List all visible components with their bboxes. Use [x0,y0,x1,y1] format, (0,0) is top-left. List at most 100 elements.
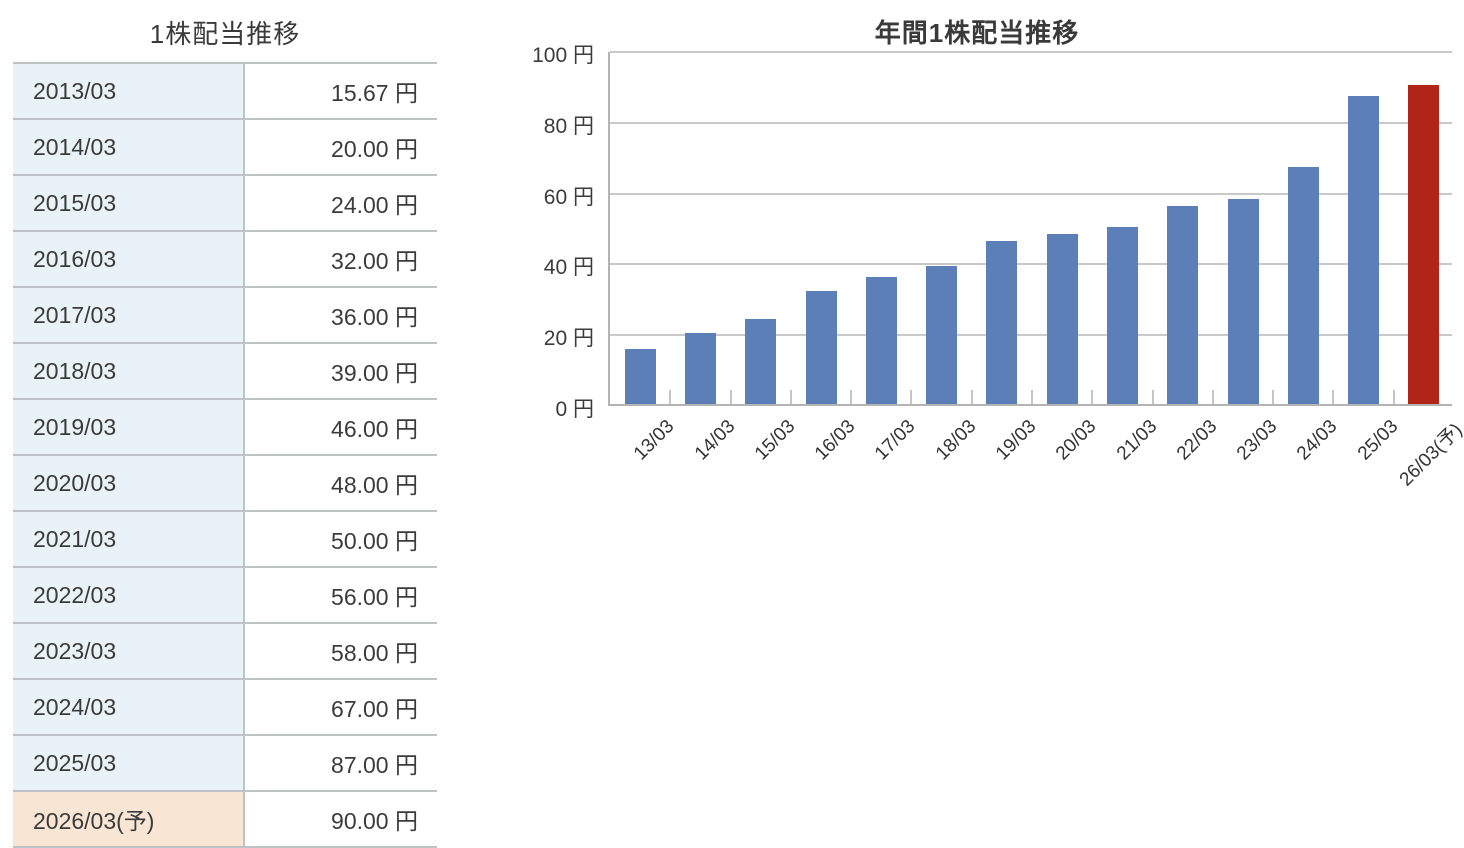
x-tick-label: 23/03 [1233,416,1282,465]
period-cell: 2026/03(予) [13,792,245,846]
x-tick-label: 14/03 [691,416,740,465]
x-axis-tick [1091,390,1093,404]
x-tick-label: 16/03 [811,416,860,465]
bar-forecast [1408,85,1439,404]
chart-title: 年間1株配当推移 [874,18,1080,48]
table-row: 2018/03 39.00 円 [13,344,437,400]
bar [685,333,716,404]
bar [866,277,897,404]
value-cell: 90.00 円 [245,792,437,846]
gridline [610,263,1452,265]
bar [625,349,656,404]
bar [806,291,837,404]
value-cell: 58.00 円 [245,624,437,678]
y-tick-label: 80 円 [543,115,594,138]
table-row: 2026/03(予) 90.00 円 [13,792,437,848]
table-row: 2015/03 24.00 円 [13,176,437,232]
period-cell: 2016/03 [13,232,245,286]
value-cell: 20.00 円 [245,120,437,174]
value-cell: 67.00 円 [245,680,437,734]
y-tick-label: 100 円 [532,44,594,67]
x-axis-tick [1393,390,1395,404]
table-row: 2021/03 50.00 円 [13,512,437,568]
value-cell: 24.00 円 [245,176,437,230]
x-tick-label: 13/03 [630,416,679,465]
gridline [610,334,1452,336]
x-axis-tick [971,390,973,404]
table-row: 2014/03 20.00 円 [13,120,437,176]
x-axis-tick [850,390,852,404]
period-cell: 2021/03 [13,512,245,566]
table-row: 2023/03 58.00 円 [13,624,437,680]
x-axis-tick [730,390,732,404]
value-cell: 56.00 円 [245,568,437,622]
dividend-chart-section: 年間1株配当推移 0 円 20 円 40 円 60 円 80 円 100 円 13/03 14… [490,0,1464,560]
x-axis-tick [1152,390,1154,404]
dividend-table: 2013/03 15.67 円 2014/03 20.00 円 2015/03 24.00… [13,62,437,848]
table-row: 2013/03 15.67 円 [13,64,437,120]
bar [1348,96,1379,404]
table-row: 2020/03 48.00 円 [13,456,437,512]
value-cell: 46.00 円 [245,400,437,454]
period-cell: 2014/03 [13,120,245,174]
period-cell: 2015/03 [13,176,245,230]
period-cell: 2025/03 [13,736,245,790]
value-cell: 36.00 円 [245,288,437,342]
period-cell: 2017/03 [13,288,245,342]
table-row: 2024/03 67.00 円 [13,680,437,736]
y-tick-label: 0 円 [555,398,594,421]
gridline [610,51,1452,53]
x-tick-label: 25/03 [1354,416,1403,465]
bar [1107,227,1138,404]
period-cell: 2018/03 [13,344,245,398]
x-axis-tick [1332,390,1334,404]
value-cell: 39.00 円 [245,344,437,398]
dividend-table-section: 1株配当推移 2013/03 15.67 円 2014/03 20.00 円 2015/… [13,0,437,848]
y-tick-label: 40 円 [543,256,594,279]
x-tick-label: 22/03 [1173,416,1222,465]
bar [1288,167,1319,404]
table-row: 2016/03 32.00 円 [13,232,437,288]
x-tick-label: 15/03 [751,416,800,465]
gridline [610,193,1452,195]
period-cell: 2023/03 [13,624,245,678]
x-tick-label: 17/03 [871,416,920,465]
value-cell: 32.00 円 [245,232,437,286]
bar [986,241,1017,404]
period-cell: 2019/03 [13,400,245,454]
value-cell: 87.00 円 [245,736,437,790]
value-cell: 15.67 円 [245,64,437,118]
table-row: 2017/03 36.00 円 [13,288,437,344]
x-tick-label: 18/03 [932,416,981,465]
value-cell: 48.00 円 [245,456,437,510]
table-row: 2022/03 56.00 円 [13,568,437,624]
period-cell: 2024/03 [13,680,245,734]
bar [1047,234,1078,404]
x-tick-label: 26/03(予) [1395,419,1464,491]
table-row: 2025/03 87.00 円 [13,736,437,792]
x-tick-label: 21/03 [1113,416,1162,465]
x-tick-label: 20/03 [1052,416,1101,465]
period-cell: 2022/03 [13,568,245,622]
x-axis-tick [910,390,912,404]
bar [1167,206,1198,404]
bar [926,266,957,404]
x-axis-tick [1272,390,1274,404]
bar [1228,199,1259,404]
y-tick-label: 20 円 [543,327,594,350]
y-tick-label: 60 円 [543,186,594,209]
table-title: 1株配当推移 [149,19,301,49]
x-axis-tick [1031,390,1033,404]
period-cell: 2020/03 [13,456,245,510]
x-axis-tick [669,390,671,404]
gridline [610,122,1452,124]
x-axis-tick [1212,390,1214,404]
bar-chart-plot-area [608,51,1452,406]
x-axis-tick [790,390,792,404]
x-tick-label: 24/03 [1293,416,1342,465]
bar [745,319,776,404]
table-row: 2019/03 46.00 円 [13,400,437,456]
value-cell: 50.00 円 [245,512,437,566]
period-cell: 2013/03 [13,64,245,118]
x-tick-label: 19/03 [992,416,1041,465]
